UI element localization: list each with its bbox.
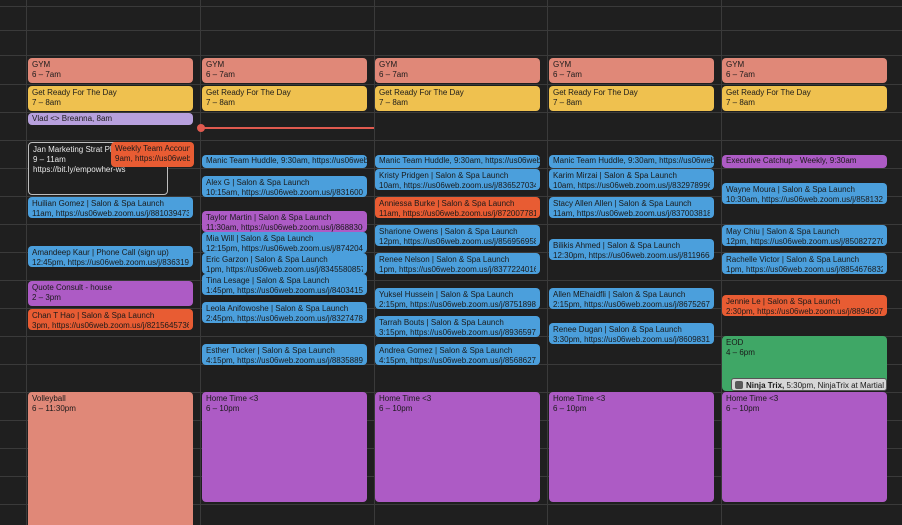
event-esther-tucker[interactable]: Esther Tucker | Salon & Spa Launch 4:15pm… (202, 344, 367, 365)
event-get-ready[interactable]: Get Ready For The Day 7 – 8am (28, 86, 193, 111)
event-get-ready[interactable]: Get Ready For The Day 7 – 8am (202, 86, 367, 111)
event-rachelle-victor[interactable]: Rachelle Victor | Salon & Spa Launch 1pm,… (722, 253, 887, 274)
event-mia-will[interactable]: Mia Will | Salon & Spa Launch 12:15pm, ht… (202, 232, 367, 253)
event-anniessa-burke[interactable]: Anniessa Burke | Salon & Spa Launch 11am,… (375, 197, 540, 218)
hour-gridline (0, 140, 902, 141)
event-get-ready[interactable]: Get Ready For The Day 7 – 8am (375, 86, 540, 111)
event-jan-marketing[interactable]: Jan Marketing Strat Planning 9 – 11am http… (28, 142, 168, 195)
event-weekly-team-accountability[interactable]: Weekly Team Accountability9am, https://u… (111, 142, 194, 167)
hour-gridline (0, 30, 902, 31)
hour-gridline (0, 252, 902, 253)
hour-gridline (0, 84, 902, 85)
event-gym[interactable]: GYM 6 – 7am (202, 58, 367, 83)
event-stacy-allen[interactable]: Stacy Allen Allen | Salon & Spa Launch 11… (549, 197, 714, 218)
hour-gridline (0, 280, 902, 281)
event-leola-anifowoshe[interactable]: Leola Anifowoshe | Salon & Spa Launch 2:4… (202, 302, 367, 323)
event-sharione-owens[interactable]: Sharione Owens | Salon & Spa Launch 12pm,… (375, 225, 540, 246)
event-renee-nelson[interactable]: Renee Nelson | Salon & Spa Launch 1pm, ht… (375, 253, 540, 274)
hour-gridline (0, 504, 902, 505)
event-manic-team-huddle[interactable]: Manic Team Huddle, 9:30am, https://us06w… (375, 155, 540, 168)
time-gutter-divider (26, 0, 27, 525)
hour-gridline (0, 112, 902, 113)
day-divider (200, 0, 201, 525)
event-get-ready[interactable]: Get Ready For The Day 7 – 8am (722, 86, 887, 111)
event-home-time[interactable]: Home Time <3 6 – 10pm (722, 392, 887, 502)
event-bilikis-ahmed[interactable]: Bilikis Ahmed | Salon & Spa Launch 12:30p… (549, 239, 714, 260)
event-executive-catchup[interactable]: Executive Catchup - Weekly, 9:30am (722, 155, 887, 168)
event-gym[interactable]: GYM 6 – 7am (722, 58, 887, 83)
event-eric-garzon[interactable]: Eric Garzon | Salon & Spa Launch 1pm, htt… (202, 253, 367, 274)
event-home-time[interactable]: Home Time <3 6 – 10pm (202, 392, 367, 502)
day-divider (547, 0, 548, 525)
day-divider (721, 0, 722, 525)
event-andrea-gomez[interactable]: Andrea Gomez | Salon & Spa Launch 4:15pm,… (375, 344, 540, 365)
event-alex-g[interactable]: Alex G | Salon & Spa Launch 10:15am, http… (202, 176, 367, 197)
event-quote-consult[interactable]: Quote Consult - house 2 – 3pm (28, 281, 193, 306)
event-gym[interactable]: GYM 6 – 7am (375, 58, 540, 83)
event-tarrah-bouts[interactable]: Tarrah Bouts | Salon & Spa Launch 3:15pm,… (375, 316, 540, 337)
event-amandeep-kaur[interactable]: Amandeep Kaur | Phone Call (sign up) 12:4… (28, 246, 193, 267)
hour-gridline (0, 6, 902, 7)
event-huilian-gomez[interactable]: Huilian Gomez | Salon & Spa Launch 11am, … (28, 197, 193, 218)
event-renee-dugan[interactable]: Renee Dugan | Salon & Spa Launch 3:30pm, … (549, 323, 714, 344)
event-manic-team-huddle[interactable]: Manic Team Huddle, 9:30am, https://us06w… (549, 155, 714, 168)
current-time-line (201, 127, 374, 129)
event-kristy-pridgen[interactable]: Kristy Pridgen | Salon & Spa Launch 10am,… (375, 169, 540, 190)
day-divider (374, 0, 375, 525)
event-home-time[interactable]: Home Time <3 6 – 10pm (375, 392, 540, 502)
hour-gridline (0, 196, 902, 197)
event-wayne-moura[interactable]: Wayne Moura | Salon & Spa Launch 10:30am,… (722, 183, 887, 204)
event-taylor-martin[interactable]: Taylor Martin | Salon & Spa Launch 11:30a… (202, 211, 367, 232)
hour-gridline (0, 224, 902, 225)
event-yuksel-hussein[interactable]: Yuksel Hussein | Salon & Spa Launch 2:15p… (375, 288, 540, 309)
event-ninja-trix[interactable]: Ninja Trix, 5:30pm, NinjaTrix at Martial… (731, 378, 887, 391)
event-may-chiu[interactable]: May Chiu | Salon & Spa Launch 12pm, https… (722, 225, 887, 246)
hour-gridline (0, 168, 902, 169)
event-tina-lesage[interactable]: Tina Lesage | Salon & Spa Launch 1:45pm, … (202, 274, 367, 295)
event-vlad-breanna[interactable]: Vlad <> Breanna, 8am (28, 113, 193, 125)
event-jennie-le[interactable]: Jennie Le | Salon & Spa Launch 2:30pm, ht… (722, 295, 887, 316)
event-allen-mehaidfli[interactable]: Allen MEhaidfli | Salon & Spa Launch 2:15… (549, 288, 714, 309)
event-chan-t-hao[interactable]: Chan T Hao | Salon & Spa Launch 3pm, http… (28, 309, 193, 330)
activity-icon (735, 381, 743, 389)
hour-gridline (0, 55, 902, 56)
event-get-ready[interactable]: Get Ready For The Day 7 – 8am (549, 86, 714, 111)
event-karim-mirzai[interactable]: Karim Mirzai | Salon & Spa Launch 10am, h… (549, 169, 714, 190)
event-gym[interactable]: GYM 6 – 7am (549, 58, 714, 83)
event-volleyball[interactable]: Volleyball 6 – 11:30pm (28, 392, 193, 525)
event-home-time[interactable]: Home Time <3 6 – 10pm (549, 392, 714, 502)
event-manic-team-huddle[interactable]: Manic Team Huddle, 9:30am, https://us06w… (202, 155, 367, 168)
event-gym[interactable]: GYM 6 – 7am (28, 58, 193, 83)
